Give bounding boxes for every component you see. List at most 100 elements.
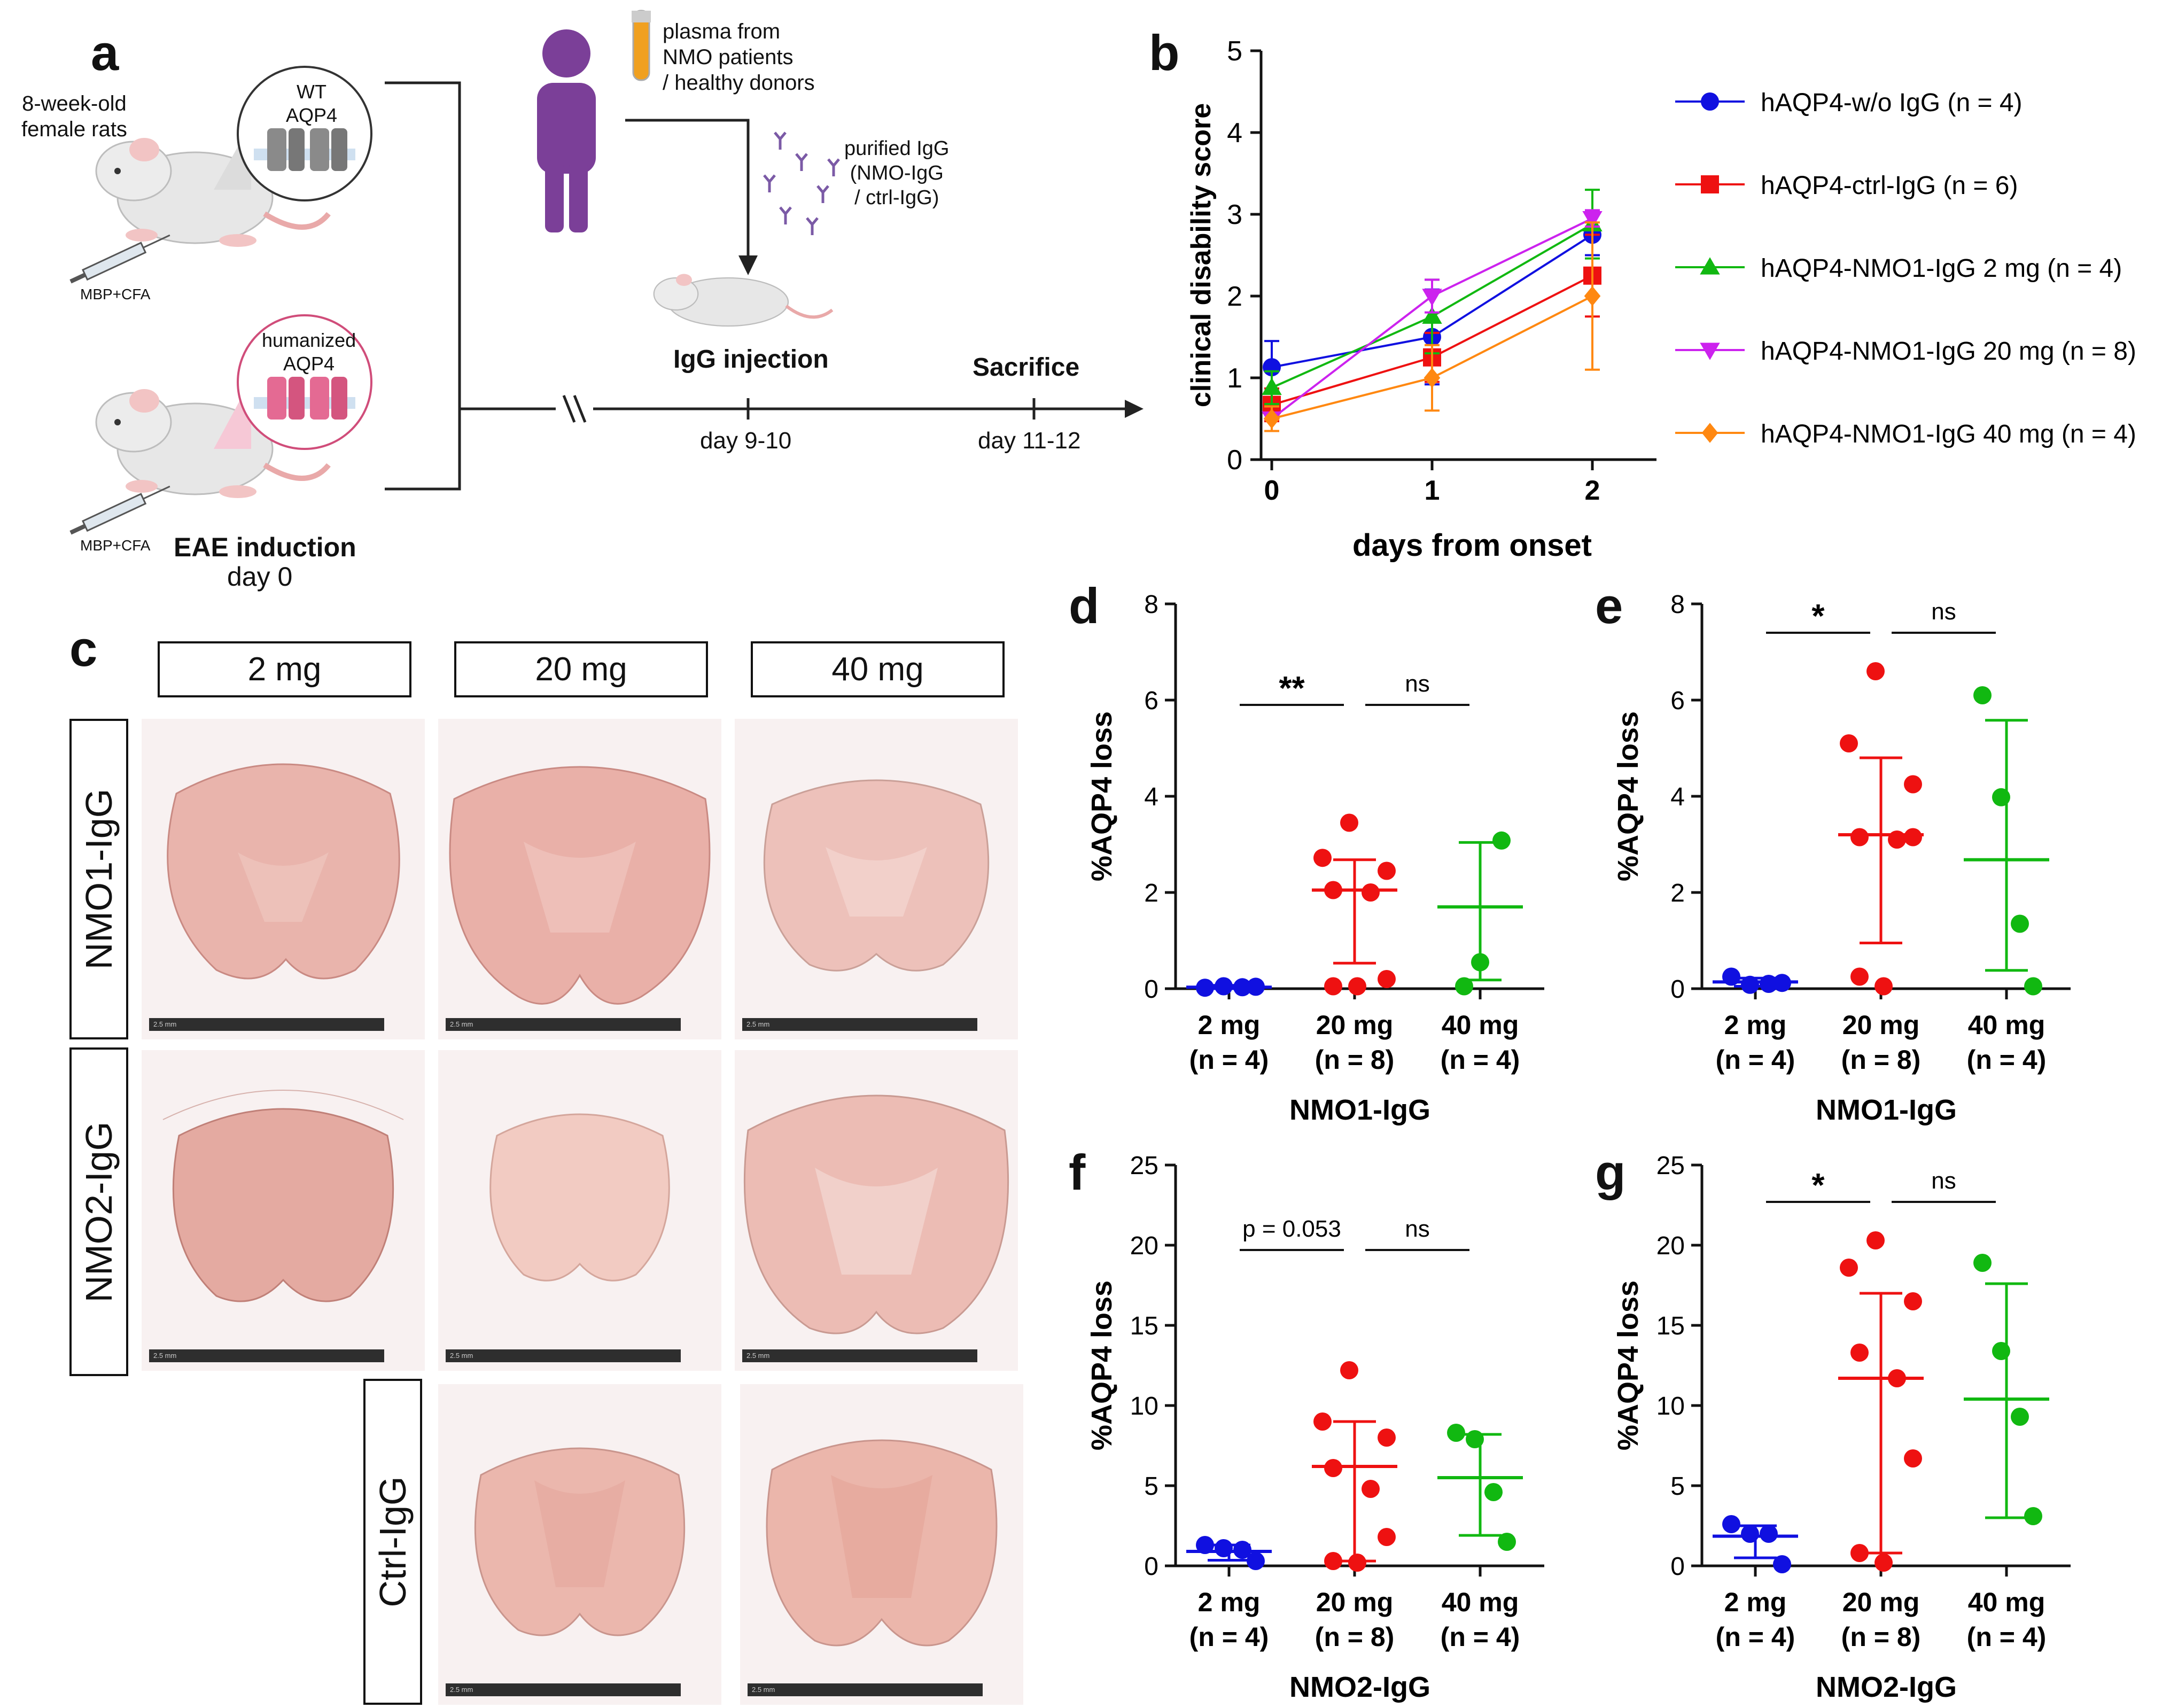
purified-igg-label: purified IgG (NMO-IgG / ctrl-IgG) <box>844 137 950 209</box>
y-tick-label: 4 <box>1227 118 1242 149</box>
y-tick-label: 10 <box>1656 1392 1685 1420</box>
y-tick-label: 0 <box>1670 975 1685 1004</box>
x-tick-label: 20 mg <box>1842 1010 1920 1040</box>
x-axis-label: NMO1-IgG <box>1289 1094 1430 1126</box>
data-point <box>1215 977 1233 996</box>
data-point <box>1904 1292 1922 1310</box>
y-tick-label: 6 <box>1144 687 1158 715</box>
significance-label: p = 0.053 <box>1242 1216 1341 1242</box>
rats-label: 8-week-old female rats <box>21 92 127 141</box>
x-tick-label: 20 mg <box>1316 1010 1394 1040</box>
panel-b-chart: 0 1 2 3 4 5 0 1 2 days from onset clinical disabil… <box>1186 36 2136 563</box>
injection-arrow <box>625 119 750 257</box>
y-tick-label: 4 <box>1144 783 1158 811</box>
y-axis-label: %AQP4 loss <box>1086 1280 1118 1450</box>
significance-label: * <box>1811 1167 1825 1204</box>
schematic-diagram <box>69 10 1144 535</box>
data-point <box>1875 1554 1893 1572</box>
data-point <box>1313 849 1332 867</box>
y-axis-label: %AQP4 loss <box>1612 1280 1644 1450</box>
scale-bar: 2.5 mm <box>748 1683 983 1696</box>
humanized-aqp4-label: humanized AQP4 <box>262 329 356 375</box>
panel-g-chart: 0 5 10 15 20 25 2 mg (n = 4) 20 mg (n = 8) 40 mg (n… <box>1612 1152 2071 1703</box>
spinal-cord-section: 2.5 mm <box>740 1384 1023 1705</box>
data-point <box>1584 286 1601 306</box>
legend-marker <box>1701 92 1719 111</box>
y-axis-label: %AQP4 loss <box>1086 711 1118 881</box>
day-0-label: day 0 <box>227 562 293 592</box>
y-tick-label: 15 <box>1130 1312 1158 1340</box>
syringe-icon <box>69 234 170 284</box>
x-tick-label: 20 mg <box>1842 1587 1920 1617</box>
legend-marker <box>1700 343 1720 360</box>
data-point <box>1741 975 1759 994</box>
legend-label: hAQP4-NMO1-IgG 40 mg (n = 4) <box>1761 420 2136 448</box>
data-point <box>1840 734 1858 752</box>
panel-label-e: e <box>1595 578 1623 634</box>
x-tick-label: 2 mg <box>1724 1010 1787 1040</box>
row-label-ctrl: Ctrl-IgG <box>363 1379 422 1705</box>
dose-header-40mg: 40 mg <box>751 641 1005 697</box>
panel-e-chart: 0 2 4 6 8 2 mg (n = 4) 20 mg (n = 8) 40 mg (n = 4)… <box>1612 591 2071 1126</box>
day-9-10-label: day 9-10 <box>700 428 792 454</box>
day-11-12-label: day 11-12 <box>978 428 1081 454</box>
legend-label: hAQP4-w/o IgG (n = 4) <box>1761 89 2023 117</box>
data-point <box>1484 1483 1503 1501</box>
data-point <box>1866 1231 1885 1249</box>
mbp-cfa-label: MBP+CFA <box>80 537 151 554</box>
x-tick-label: 2 mg <box>1198 1010 1261 1040</box>
x-axis-label: NMO2-IgG <box>1816 1671 1957 1703</box>
data-point <box>1262 377 1282 395</box>
data-point <box>1850 1544 1869 1562</box>
x-tick-n-label: (n = 8) <box>1841 1622 1921 1652</box>
data-point <box>1215 1539 1233 1557</box>
data-point <box>1378 970 1396 988</box>
humanized-aqp4-membrane <box>237 314 372 450</box>
eae-induction-label: EAE induction <box>174 532 356 562</box>
data-point <box>1722 1515 1740 1533</box>
data-point <box>1313 1412 1332 1431</box>
panel-label-c: c <box>69 620 98 677</box>
data-point <box>1850 828 1869 847</box>
y-tick-label: 25 <box>1130 1152 1158 1180</box>
data-point <box>1904 828 1922 847</box>
x-tick-n-label: (n = 4) <box>1716 1045 1795 1075</box>
scale-bar: 2.5 mm <box>742 1349 977 1362</box>
panel-label-b: b <box>1149 25 1180 81</box>
x-tick-label: 1 <box>1425 475 1440 506</box>
data-point <box>1348 1554 1366 1572</box>
x-tick-label: 2 <box>1585 475 1600 506</box>
x-tick-n-label: (n = 8) <box>1315 1622 1395 1652</box>
sacrifice-label: Sacrifice <box>973 353 1080 382</box>
wt-aqp4-label: WT AQP4 <box>286 81 338 126</box>
scale-bar: 2.5 mm <box>742 1018 977 1031</box>
spinal-cord-section: 2.5 mm <box>142 719 425 1039</box>
data-point <box>1378 1428 1396 1447</box>
row-label-ctrl-text: Ctrl-IgG <box>372 1476 414 1608</box>
data-point <box>1582 211 1603 229</box>
syringe-icon <box>69 485 170 535</box>
data-point <box>1866 662 1885 680</box>
x-tick-label: 40 mg <box>1968 1587 2045 1617</box>
data-point <box>1424 368 1441 388</box>
x-tick-n-label: (n = 4) <box>1441 1045 1520 1075</box>
data-point <box>1492 831 1511 850</box>
data-point <box>1247 977 1265 996</box>
scale-bar: 2.5 mm <box>446 1349 681 1362</box>
row-label-nmo1-text: NMO1-IgG <box>78 788 120 970</box>
x-tick-label: 40 mg <box>1442 1587 1519 1617</box>
significance-label: * <box>1811 598 1825 635</box>
data-point <box>1362 1480 1380 1498</box>
legend-label: hAQP4-ctrl-IgG (n = 6) <box>1761 172 2018 200</box>
data-point <box>1992 788 2010 806</box>
y-tick-label: 0 <box>1144 975 1158 1004</box>
data-point <box>1850 1344 1869 1362</box>
data-point <box>1904 1449 1922 1468</box>
data-point <box>2024 977 2042 996</box>
data-point <box>1263 408 1280 429</box>
legend-marker <box>1701 423 1718 443</box>
data-point <box>1340 1361 1358 1379</box>
data-point <box>1466 1430 1484 1448</box>
data-point <box>1340 813 1358 832</box>
legend-label: hAQP4-NMO1-IgG 2 mg (n = 4) <box>1761 254 2122 283</box>
